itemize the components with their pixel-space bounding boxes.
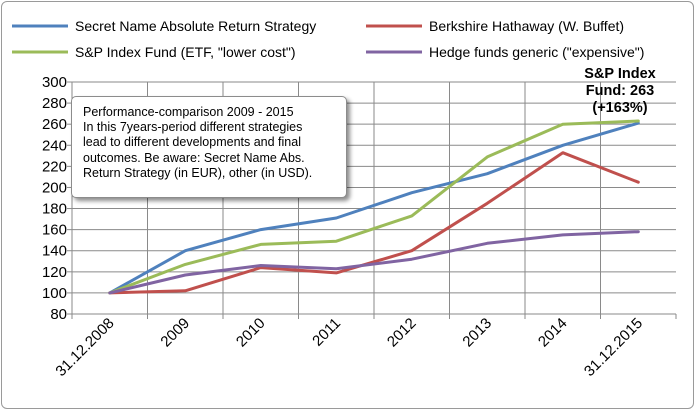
y-tick-label: 200 bbox=[42, 179, 67, 196]
y-tick-label: 140 bbox=[42, 243, 67, 260]
legend: Secret Name Absolute Return Strategy Berk… bbox=[12, 18, 644, 60]
series-line bbox=[108, 230, 640, 295]
x-tick-label: 2013 bbox=[459, 315, 495, 351]
x-axis-tick-labels: 31.12.2008 2009 2010 2011 2012 2013 2014 31.12.… bbox=[52, 315, 646, 380]
y-axis-tick-labels: 80 100 120 140 160 180 200 220 240 260 280 300 bbox=[42, 74, 67, 323]
annotation-line: In this 7years-period different strategi… bbox=[83, 120, 303, 135]
x-tick-label: 2010 bbox=[233, 315, 269, 351]
y-tick-label: 100 bbox=[42, 285, 67, 302]
annotation-line: Return Strategy (in EUR), other (in USD)… bbox=[83, 165, 313, 180]
sp-index-callout: S&P Index Fund: 263 (+163%) bbox=[560, 66, 680, 117]
x-tick-label: 31.12.2015 bbox=[581, 315, 646, 380]
callout-line: S&P Index bbox=[584, 66, 656, 82]
y-tick-label: 120 bbox=[42, 264, 67, 281]
callout-line: Fund: 263 bbox=[585, 83, 655, 99]
x-tick-label: 2011 bbox=[309, 315, 344, 350]
callout-line: (+163%) bbox=[592, 100, 648, 116]
y-tick-label: 240 bbox=[42, 137, 67, 154]
series-line bbox=[108, 119, 640, 295]
legend-label: S&P Index Fund (ETF, "lower cost") bbox=[75, 44, 296, 60]
annotation-line: outcomes. Be aware: Secret Name Abs. bbox=[83, 150, 305, 165]
x-tick-label: 31.12.2008 bbox=[52, 315, 117, 380]
annotation-line: lead to different developments and final bbox=[83, 135, 301, 150]
x-tick-label: 2014 bbox=[535, 315, 571, 351]
x-tick-label: 2009 bbox=[157, 315, 193, 351]
legend-label: Hedge funds generic ("expensive") bbox=[429, 44, 644, 60]
y-tick-label: 160 bbox=[42, 222, 67, 239]
legend-label: Berkshire Hathaway (W. Buffet) bbox=[429, 18, 624, 34]
y-tick-label: 300 bbox=[42, 74, 67, 91]
annotation-line: Performance-comparison 2009 - 2015 bbox=[83, 105, 294, 119]
y-tick-label: 80 bbox=[50, 306, 67, 323]
y-tick-label: 220 bbox=[42, 158, 67, 175]
series-lines bbox=[108, 119, 640, 295]
y-tick-label: 260 bbox=[42, 116, 67, 133]
series-line bbox=[108, 121, 640, 295]
x-tick-label: 2012 bbox=[384, 315, 420, 351]
series-line bbox=[108, 151, 640, 295]
y-tick-label: 280 bbox=[42, 95, 67, 112]
annotation-box: Performance-comparison 2009 - 2015 In th… bbox=[71, 96, 347, 198]
y-tick-label: 180 bbox=[42, 201, 67, 218]
legend-label: Secret Name Absolute Return Strategy bbox=[75, 18, 316, 34]
